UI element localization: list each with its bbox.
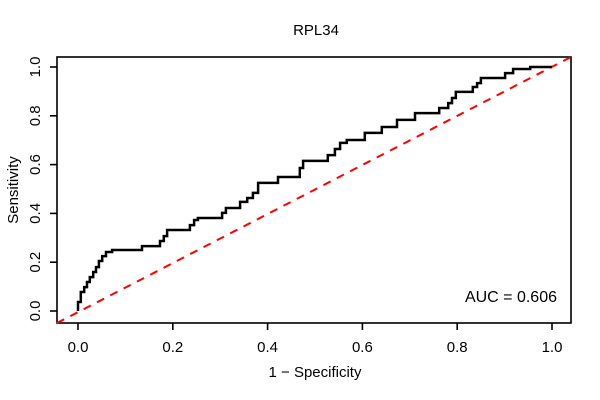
x-tick-label: 1.0 bbox=[542, 339, 563, 356]
y-tick-label: 0.6 bbox=[27, 154, 44, 175]
x-tick-label: 0.6 bbox=[352, 339, 373, 356]
y-tick-label: 1.0 bbox=[27, 57, 44, 78]
y-tick-label: 0.0 bbox=[27, 301, 44, 322]
x-tick-label: 0.8 bbox=[447, 339, 468, 356]
plot-box bbox=[56, 56, 572, 324]
y-tick-label: 0.8 bbox=[27, 105, 44, 126]
y-tick-label: 0.4 bbox=[27, 203, 44, 224]
y-axis-label: Sensitivity bbox=[5, 156, 22, 224]
y-axis-ticks: 0.0 0.2 0.4 0.6 0.8 1.0 bbox=[27, 57, 57, 322]
x-tick-label: 0.4 bbox=[257, 339, 278, 356]
x-axis-ticks: 0.0 0.2 0.4 0.6 0.8 1.0 bbox=[68, 323, 563, 356]
roc-curve-path bbox=[76, 65, 552, 311]
auc-label: AUC = 0.606 bbox=[465, 289, 557, 306]
chance-diagonal-line bbox=[56, 56, 572, 324]
y-tick-label: 0.2 bbox=[27, 252, 44, 273]
plot-title: RPL34 bbox=[293, 22, 339, 39]
x-tick-label: 0.0 bbox=[68, 339, 89, 356]
x-tick-label: 0.2 bbox=[162, 339, 183, 356]
x-axis-label: 1 − Specificity bbox=[269, 364, 362, 381]
